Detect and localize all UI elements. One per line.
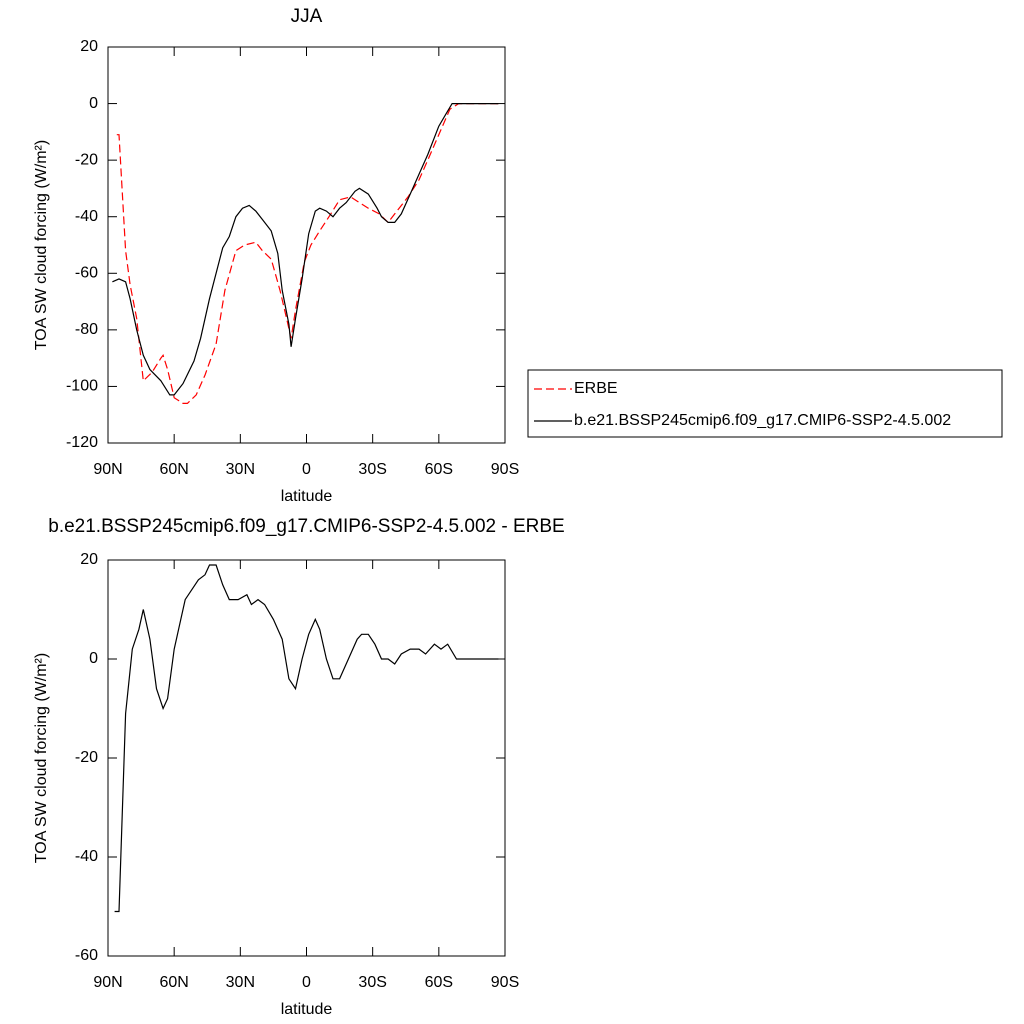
y-tick-label: 0 [89, 95, 98, 112]
chart-title: b.e21.BSSP245cmip6.f09_g17.CMIP6-SSP2-4.… [48, 516, 564, 537]
y-tick-label: -60 [75, 265, 98, 282]
chart-title: JJA [291, 6, 323, 27]
y-tick-label: -80 [75, 321, 98, 338]
y-tick-label: -60 [75, 947, 98, 964]
y-tick-label: -120 [66, 434, 98, 451]
legend-label: b.e21.BSSP245cmip6.f09_g17.CMIP6-SSP2-4.… [574, 412, 951, 429]
plot-frame [107, 46, 506, 444]
y-tick-label: 20 [80, 38, 98, 55]
legend-box [527, 369, 1003, 438]
y-tick-label: -20 [75, 151, 98, 168]
x-axis-label: latitude [281, 1001, 333, 1018]
x-tick-label: 60N [159, 974, 188, 991]
x-tick-label: 90N [93, 461, 122, 478]
data-line [114, 564, 499, 913]
y-tick-label: -100 [66, 378, 98, 395]
legend-label: ERBE [574, 380, 618, 397]
x-tick-label: 30S [358, 974, 386, 991]
x-tick-label: 0 [302, 461, 311, 478]
x-tick-label: 90S [491, 461, 519, 478]
x-tick-label: 90S [491, 974, 519, 991]
x-tick-label: 30N [226, 974, 255, 991]
y-axis-label: TOA SW cloud forcing (W/m²) [33, 140, 50, 350]
data-line [112, 103, 499, 396]
x-axis-label: latitude [281, 488, 333, 505]
x-tick-label: 60N [159, 461, 188, 478]
y-tick-label: -40 [75, 208, 98, 225]
y-tick-label: 0 [89, 650, 98, 667]
y-axis-label: TOA SW cloud forcing (W/m²) [33, 653, 50, 863]
x-tick-label: 30S [358, 461, 386, 478]
y-tick-label: -40 [75, 848, 98, 865]
x-tick-label: 0 [302, 974, 311, 991]
x-tick-label: 30N [226, 461, 255, 478]
plot-frame [107, 559, 506, 957]
x-tick-label: 90N [93, 974, 122, 991]
y-tick-label: 20 [80, 551, 98, 568]
x-tick-label: 60S [425, 974, 453, 991]
y-tick-label: -20 [75, 749, 98, 766]
x-tick-label: 60S [425, 461, 453, 478]
data-line [116, 103, 499, 404]
